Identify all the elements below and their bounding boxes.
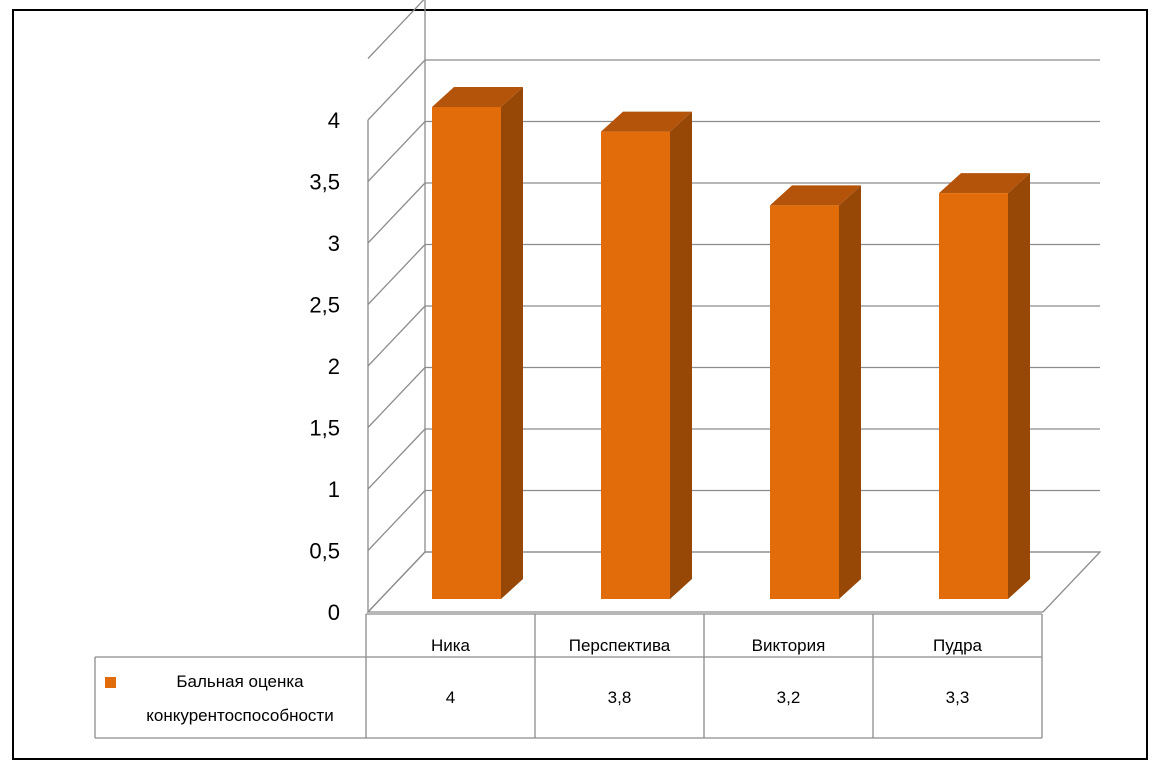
y-tick-label: 4 xyxy=(328,108,340,133)
chart-bars xyxy=(432,87,1030,599)
legend-label-line1: Бальная оценка xyxy=(176,672,304,691)
gridline-diagonal xyxy=(367,428,426,490)
bar-side xyxy=(1008,173,1030,599)
bar xyxy=(432,107,501,599)
gridline-diagonal xyxy=(367,121,426,182)
y-tick-label: 2 xyxy=(328,354,340,379)
data-value-label: 3,3 xyxy=(946,688,970,707)
gridline-diagonal xyxy=(367,182,426,244)
bar-top xyxy=(601,111,692,132)
bar-side xyxy=(501,87,523,599)
gridline-diagonal xyxy=(367,0,425,59)
y-tick-label: 0 xyxy=(328,600,340,625)
gridline-diagonal xyxy=(367,490,426,551)
y-tick-label: 3,5 xyxy=(309,170,340,195)
bar-side xyxy=(670,111,692,599)
x-category-label: Виктория xyxy=(752,636,826,655)
bar-top xyxy=(770,185,861,206)
chart-floor xyxy=(366,551,1102,613)
gridline-diagonal xyxy=(367,305,426,367)
x-category-label: Пудра xyxy=(933,636,983,655)
y-axis-ticks: 0 0,5 1 1,5 2 2,5 3 3,5 4 xyxy=(309,108,340,625)
x-category-label: Перспектива xyxy=(569,636,671,655)
bar xyxy=(770,205,839,599)
chart-frame xyxy=(12,9,1148,760)
data-value-label: 3,2 xyxy=(777,688,801,707)
data-value-label: 3,8 xyxy=(608,688,632,707)
data-value-label: 4 xyxy=(446,688,455,707)
bar xyxy=(939,193,1008,599)
gridline-diagonal xyxy=(367,59,426,121)
y-tick-label: 3 xyxy=(328,231,340,256)
bar xyxy=(601,131,670,599)
bar-side xyxy=(839,185,861,599)
x-category-label: Ника xyxy=(431,636,471,655)
y-tick-label: 1,5 xyxy=(309,416,340,441)
y-tick-label: 0,5 xyxy=(309,539,340,564)
data-table: Ника Перспектива Виктория Пудра 4 3,8 3,2 3,3 Ба… xyxy=(94,613,1043,739)
y-tick-label: 1 xyxy=(328,477,340,502)
legend-key xyxy=(105,677,116,688)
gridline-diagonal xyxy=(367,367,426,428)
bar-top xyxy=(432,87,523,107)
legend-label-line2: конкурентоспособности xyxy=(146,706,333,725)
y-tick-label: 2,5 xyxy=(309,293,340,318)
bar-top xyxy=(939,173,1030,194)
gridline-diagonal xyxy=(367,244,426,305)
